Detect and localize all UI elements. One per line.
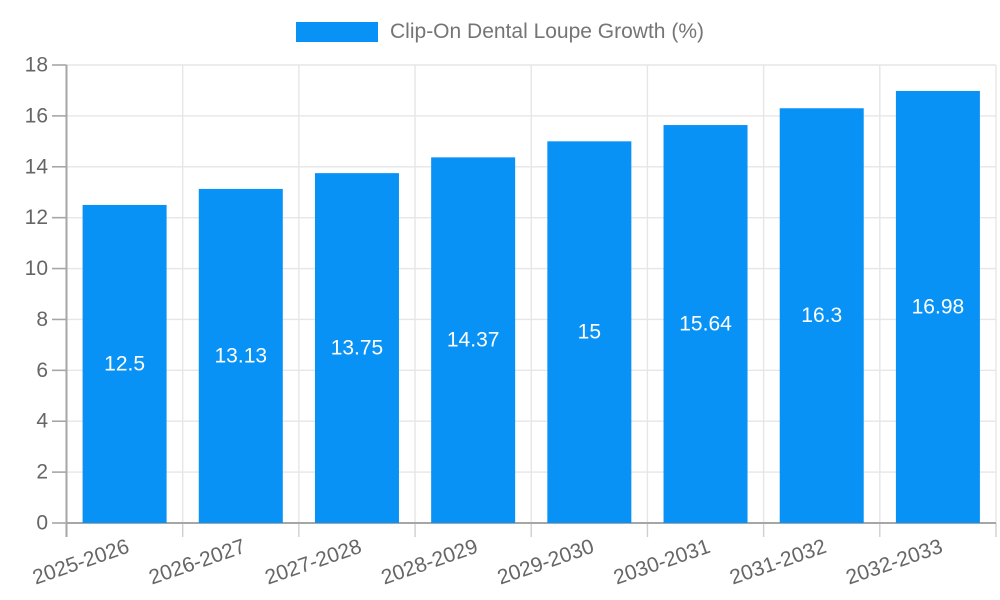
bar-value-label: 16.3 bbox=[801, 304, 842, 327]
legend-label: Clip-On Dental Loupe Growth (%) bbox=[390, 20, 704, 43]
legend-swatch bbox=[296, 22, 379, 42]
y-tick-label: 2 bbox=[36, 461, 48, 484]
x-tick-label: 2027-2028 bbox=[262, 535, 364, 589]
y-tick-label: 4 bbox=[36, 410, 48, 433]
y-tick-label: 18 bbox=[25, 54, 48, 77]
bar[interactable] bbox=[663, 125, 748, 523]
bar-value-label: 14.37 bbox=[447, 329, 500, 352]
y-tick-label: 6 bbox=[36, 359, 48, 382]
y-tick-label: 12 bbox=[25, 206, 48, 229]
x-tick-label: 2025-2026 bbox=[30, 535, 132, 589]
x-tick-label: 2032-2033 bbox=[843, 535, 945, 589]
bar-value-label: 13.13 bbox=[215, 344, 268, 367]
y-tick-label: 0 bbox=[36, 512, 48, 535]
bar[interactable] bbox=[547, 141, 632, 524]
x-tick-label: 2028-2029 bbox=[378, 535, 480, 589]
bar[interactable] bbox=[895, 90, 980, 523]
bar[interactable] bbox=[314, 173, 399, 523]
legend-item[interactable]: Clip-On Dental Loupe Growth (%) bbox=[296, 18, 704, 46]
y-tick-label: 8 bbox=[36, 308, 48, 331]
bar[interactable] bbox=[82, 204, 167, 523]
x-tick-label: 2029-2030 bbox=[495, 535, 597, 589]
bar[interactable] bbox=[431, 157, 516, 523]
bar-value-label: 16.98 bbox=[912, 295, 965, 318]
x-tick-label: 2026-2027 bbox=[146, 535, 248, 589]
bar-value-label: 15 bbox=[578, 321, 601, 344]
chart-legend: Clip-On Dental Loupe Growth (%) bbox=[0, 18, 1000, 46]
y-tick-label: 14 bbox=[25, 155, 49, 178]
y-tick-label: 10 bbox=[25, 257, 48, 280]
bar-value-label: 13.75 bbox=[331, 337, 384, 360]
y-tick-label: 16 bbox=[25, 104, 48, 127]
bar[interactable] bbox=[198, 188, 283, 524]
x-tick-label: 2030-2031 bbox=[611, 535, 713, 589]
x-tick-label: 2031-2032 bbox=[727, 535, 829, 589]
bar-value-label: 12.5 bbox=[104, 352, 145, 375]
bar[interactable] bbox=[779, 108, 864, 523]
bar-value-label: 15.64 bbox=[679, 313, 732, 336]
